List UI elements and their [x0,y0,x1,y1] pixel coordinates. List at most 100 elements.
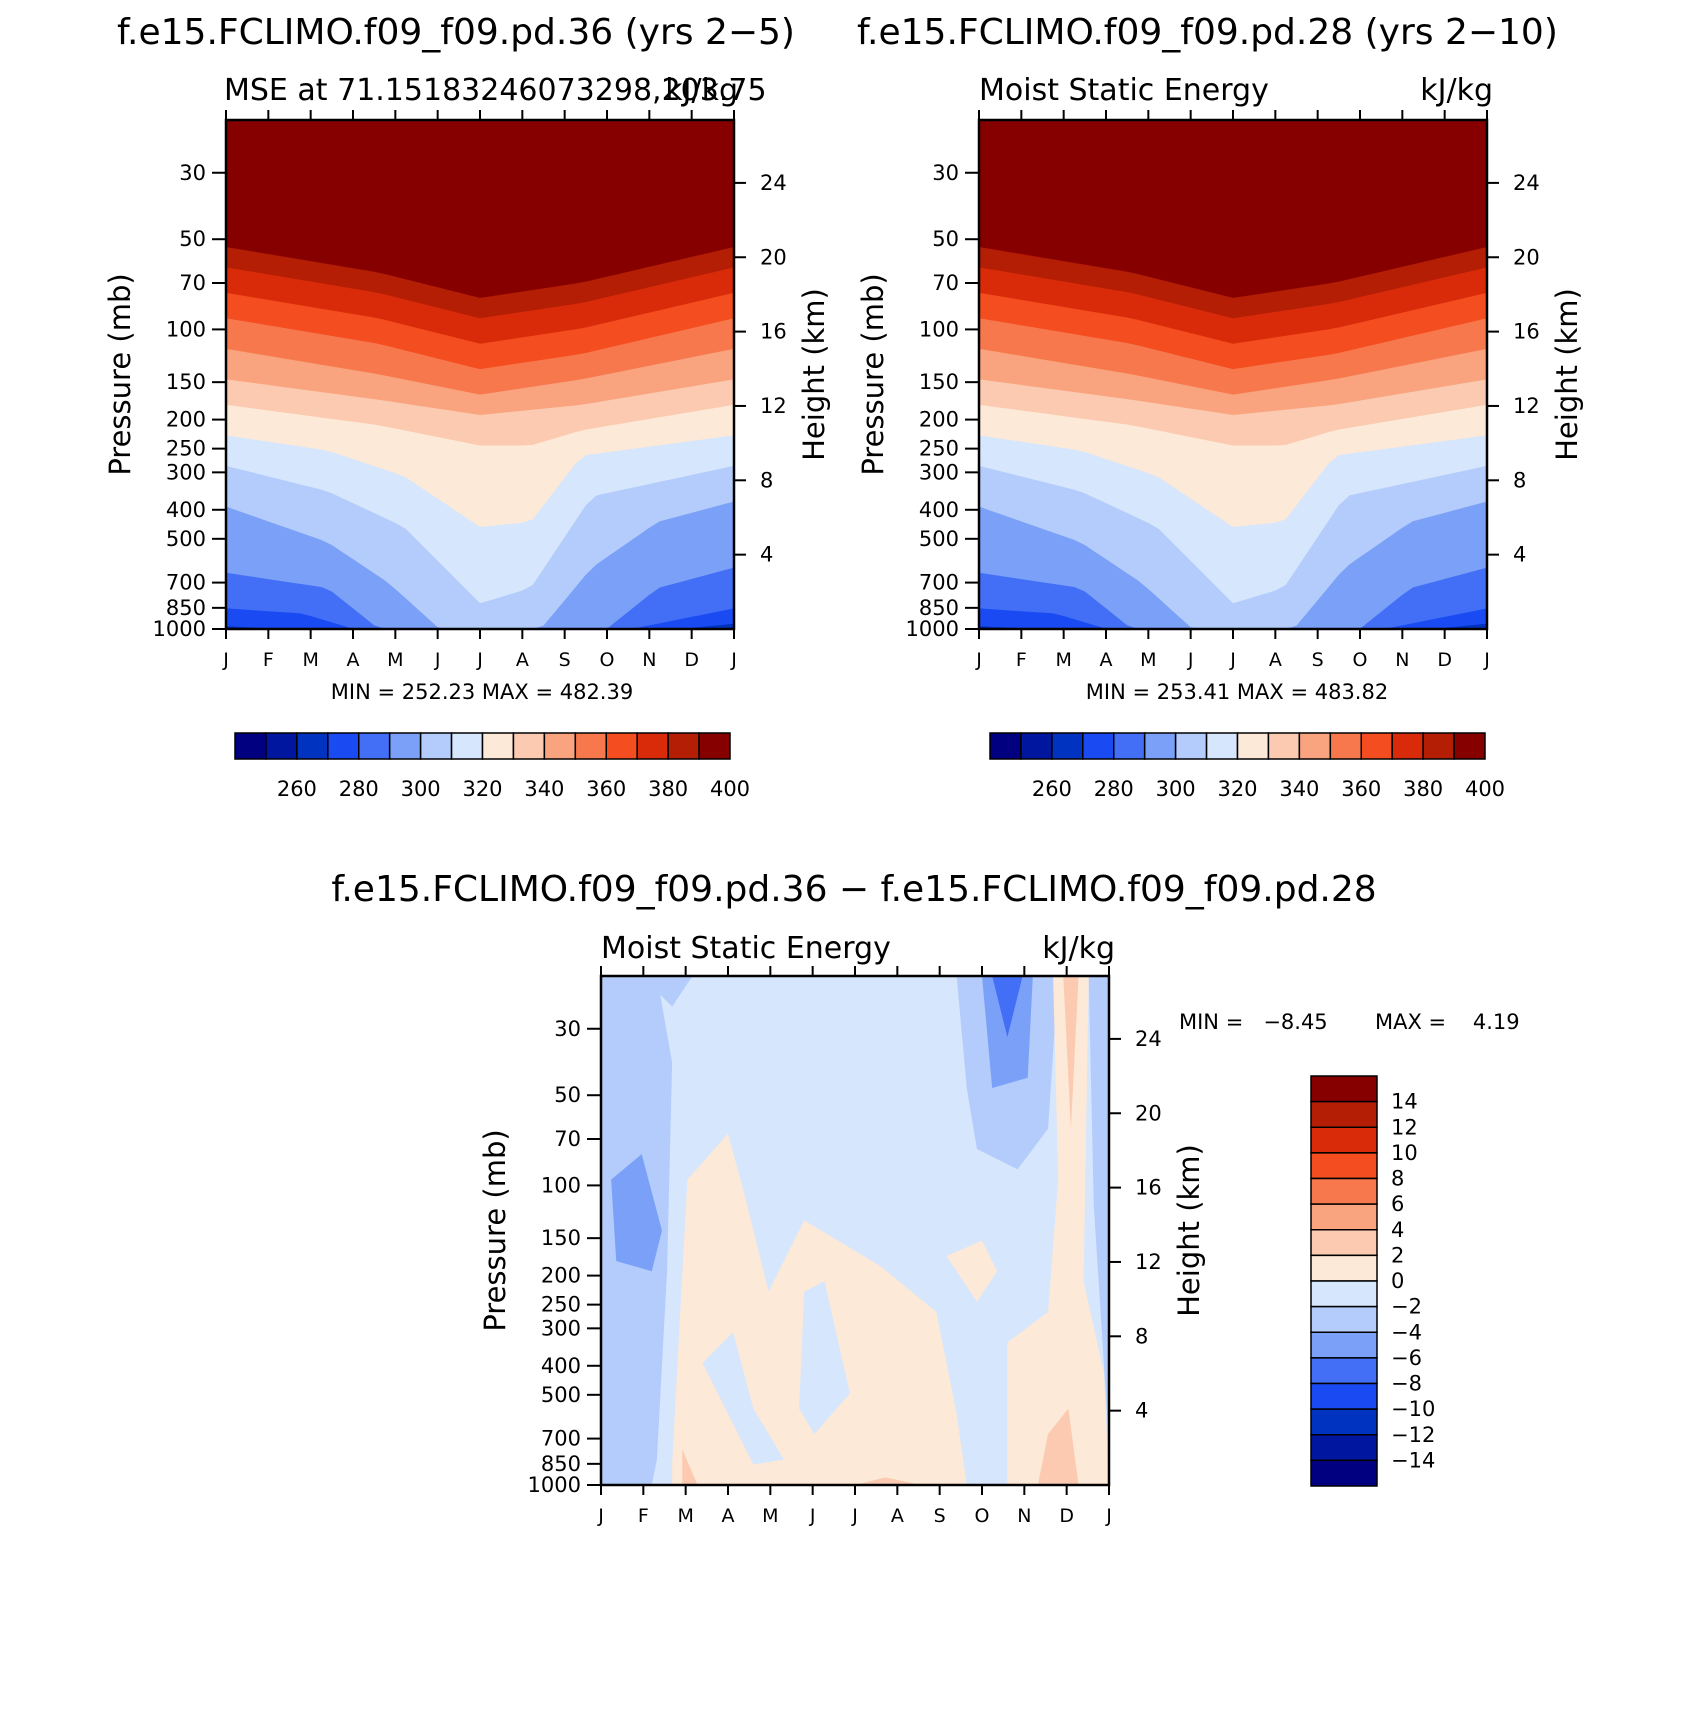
colorbar-swatch [1310,1331,1378,1359]
panel1-stats: MIN = 252.23 MAX = 482.39 [331,680,633,704]
panel1-height-label: 20 [760,245,787,269]
panel3-pressure-label: 50 [554,1083,581,1107]
panel2-month-label: J [1483,649,1490,671]
colorbar-swatch [1113,732,1146,760]
panel2-height-label: 12 [1513,394,1540,418]
panel1-month-label: S [559,649,571,671]
panel1-pressure-label: 850 [166,596,206,620]
panel2-month-label: J [975,649,982,671]
colorbar-label: −6 [1391,1346,1422,1370]
colorbar-label: 340 [524,777,564,801]
panel3-month-label: M [677,1505,693,1527]
panel1-month-label: J [434,649,441,671]
panel2-pressure-label: 500 [919,527,959,551]
panel3-contour-band [682,1449,698,1485]
panel2-pressure-label: 400 [919,498,959,522]
panel1-month-label: J [476,649,483,671]
panel1-height-label: 12 [760,394,787,418]
panel3-pressure-label: 30 [554,1017,581,1041]
colorbar-swatch [296,732,329,760]
panel1-pressure-label: 500 [166,527,206,551]
panel2-month-label: F [1016,649,1027,671]
panel2-colorbar: 260 280 300 320 340 360 380 400 [989,732,1505,801]
colorbar-label: −10 [1391,1397,1435,1421]
panel1-height-label: 8 [760,468,773,492]
panel2-pressure-label: 50 [932,227,959,251]
colorbar-swatch [1310,1254,1378,1282]
panel2-pressure-label: 250 [919,437,959,461]
panel1-month-label: N [642,649,656,671]
panel3-contour-band [611,1154,662,1272]
panel3-pressure-label: 150 [541,1226,581,1250]
panel1-pressure-label: 70 [179,271,206,295]
panel2-pressure-label: 300 [919,460,959,484]
colorbar-label: 340 [1279,777,1319,801]
colorbar-swatch [234,732,267,760]
panel3-pressure-label: 400 [541,1354,581,1378]
colorbar-label: 360 [586,777,626,801]
panel1-pressure-label: 700 [166,571,206,595]
colorbar-label: 300 [1156,777,1196,801]
colorbar-swatch [327,732,360,760]
colorbar-label: 260 [277,777,317,801]
panel1-month-label: J [730,649,737,671]
panel2-pressure-label: 100 [919,317,959,341]
panel3-month-label: N [1017,1505,1031,1527]
panel1-month-label: F [263,649,274,671]
panel3-pressure-label: 700 [541,1427,581,1451]
panel1-pressure-label: 100 [166,317,206,341]
panel2-height-label: 4 [1513,543,1526,567]
panel3-contour-band [1007,976,1109,1485]
panel2-pressure-label: 30 [932,161,959,185]
colorbar-swatch [1174,732,1208,760]
panel2-pressure-label: 200 [919,408,959,432]
colorbar-swatch [1205,732,1239,760]
panel3-contour-band [855,1477,922,1485]
panel2-month-label: N [1395,649,1409,671]
colorbar-label: −14 [1391,1448,1435,1472]
colorbar-swatch [1310,1229,1378,1257]
colorbar-label: 380 [1403,777,1443,801]
panel3-pressure-label: 850 [541,1452,581,1476]
colorbar-swatch [1143,732,1177,760]
panel1-pressure-label: 400 [166,498,206,522]
panel2-y-title-right: Height (km) [1550,288,1584,461]
panel2-title: f.e15.FCLIMO.f09_f09.pd.28 (yrs 2−10) [857,12,1558,53]
panel3-contour-band [992,976,1023,1038]
panel1-contour-band [226,608,734,629]
colorbar-swatch [1310,1357,1378,1385]
panel1-pressure-label: 300 [166,460,206,484]
panel1-month-label: J [222,649,229,671]
colorbar-swatch [1310,1100,1378,1128]
colorbar-swatch [1298,732,1332,760]
colorbar-swatch [450,732,484,760]
panel1-month-label: O [600,649,615,671]
panel2-pressure-label: 70 [932,271,959,295]
panel2-pressure-label: 150 [919,370,959,394]
panel3-y-title-left: Pressure (mb) [478,1129,512,1331]
panel2-contour-band [979,501,1487,629]
panel1-month-label: A [516,649,529,671]
colorbar-swatch [698,732,731,760]
panel3-month-label: J [597,1505,604,1527]
panel2-contour-band [979,608,1487,629]
panel2-stats: MIN = 253.41 MAX = 483.82 [1086,680,1388,704]
panel1-month-label: D [684,649,699,671]
colorbar-label: 12 [1391,1115,1418,1139]
panel3-pressure-label: 250 [541,1293,581,1317]
colorbar-label: 400 [1465,777,1505,801]
colorbar-swatch [574,732,607,760]
panel3-contour-band [1037,1408,1079,1485]
colorbar-swatch [1391,732,1424,760]
colorbar-swatch [1051,732,1084,760]
colorbar-swatch [543,732,577,760]
colorbar-swatch [605,732,638,760]
colorbar-swatch [1310,1075,1378,1103]
colorbar-swatch [636,732,669,760]
colorbar-label: 260 [1032,777,1072,801]
panel3-pressure-label: 100 [541,1173,581,1197]
panel2-month-label: M [1140,649,1156,671]
panel3-pressure-label: 1000 [528,1473,581,1497]
